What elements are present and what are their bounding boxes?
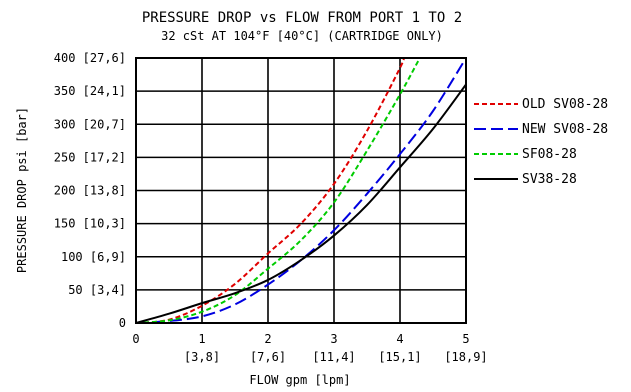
y-tick-label: 400 [27,6] bbox=[54, 51, 126, 65]
y-tick-label: 100 [6,9] bbox=[61, 250, 126, 264]
x-tick-sublabel: [15,1] bbox=[378, 350, 421, 364]
grid-layer bbox=[136, 58, 466, 323]
y-tick-label: 150 [10,3] bbox=[54, 217, 126, 231]
chart-title: PRESSURE DROP vs FLOW FROM PORT 1 TO 2 bbox=[142, 10, 462, 26]
x-axis-label: FLOW gpm [lpm] bbox=[249, 373, 350, 387]
series-layer bbox=[135, 57, 467, 324]
legend-label: SF08-28 bbox=[522, 147, 577, 162]
x-tick-label: 3 bbox=[330, 332, 337, 346]
x-tick-label: 1 bbox=[198, 332, 205, 346]
series-line bbox=[135, 57, 421, 324]
x-tick-label: 4 bbox=[396, 332, 403, 346]
x-tick-sublabel: [7,6] bbox=[250, 350, 286, 364]
plot-frame bbox=[135, 57, 467, 324]
y-tick-label: 350 [24,1] bbox=[54, 84, 126, 98]
y-tick-label: 0 bbox=[119, 316, 126, 330]
chart-subtitle: 32 cSt AT 104°F [40°C] (CARTRIDGE ONLY) bbox=[161, 29, 443, 43]
x-tick-sublabel: [18,9] bbox=[444, 350, 487, 364]
legend: OLD SV08-28 NEW SV08-28 SF08-28 SV38-28 bbox=[474, 97, 608, 187]
y-tick-label: 250 [17,2] bbox=[54, 150, 126, 164]
x-tick-label: 5 bbox=[462, 332, 469, 346]
x-tick-label: 0 bbox=[132, 332, 139, 346]
legend-label: NEW SV08-28 bbox=[522, 122, 608, 137]
x-tick-sublabel: [11,4] bbox=[312, 350, 355, 364]
legend-label: SV38-28 bbox=[522, 172, 577, 187]
x-tick-sublabel: [3,8] bbox=[184, 350, 220, 364]
y-tick-label: 300 [20,7] bbox=[54, 117, 126, 131]
series-line bbox=[135, 57, 405, 324]
series-line bbox=[135, 83, 467, 324]
x-tick-label: 2 bbox=[264, 332, 271, 346]
tick-layer: 0 1 [3,8] 2 [7,6] 3 [11,4] 4 [15,1] 5 [18,9] 0 50 [3… bbox=[54, 51, 488, 364]
legend-label: OLD SV08-28 bbox=[522, 97, 608, 112]
y-tick-label: 200 [13,8] bbox=[54, 184, 126, 198]
y-tick-label: 50 [3,4] bbox=[68, 283, 126, 297]
y-axis-label: PRESSURE DROP psi [bar] bbox=[15, 107, 29, 273]
